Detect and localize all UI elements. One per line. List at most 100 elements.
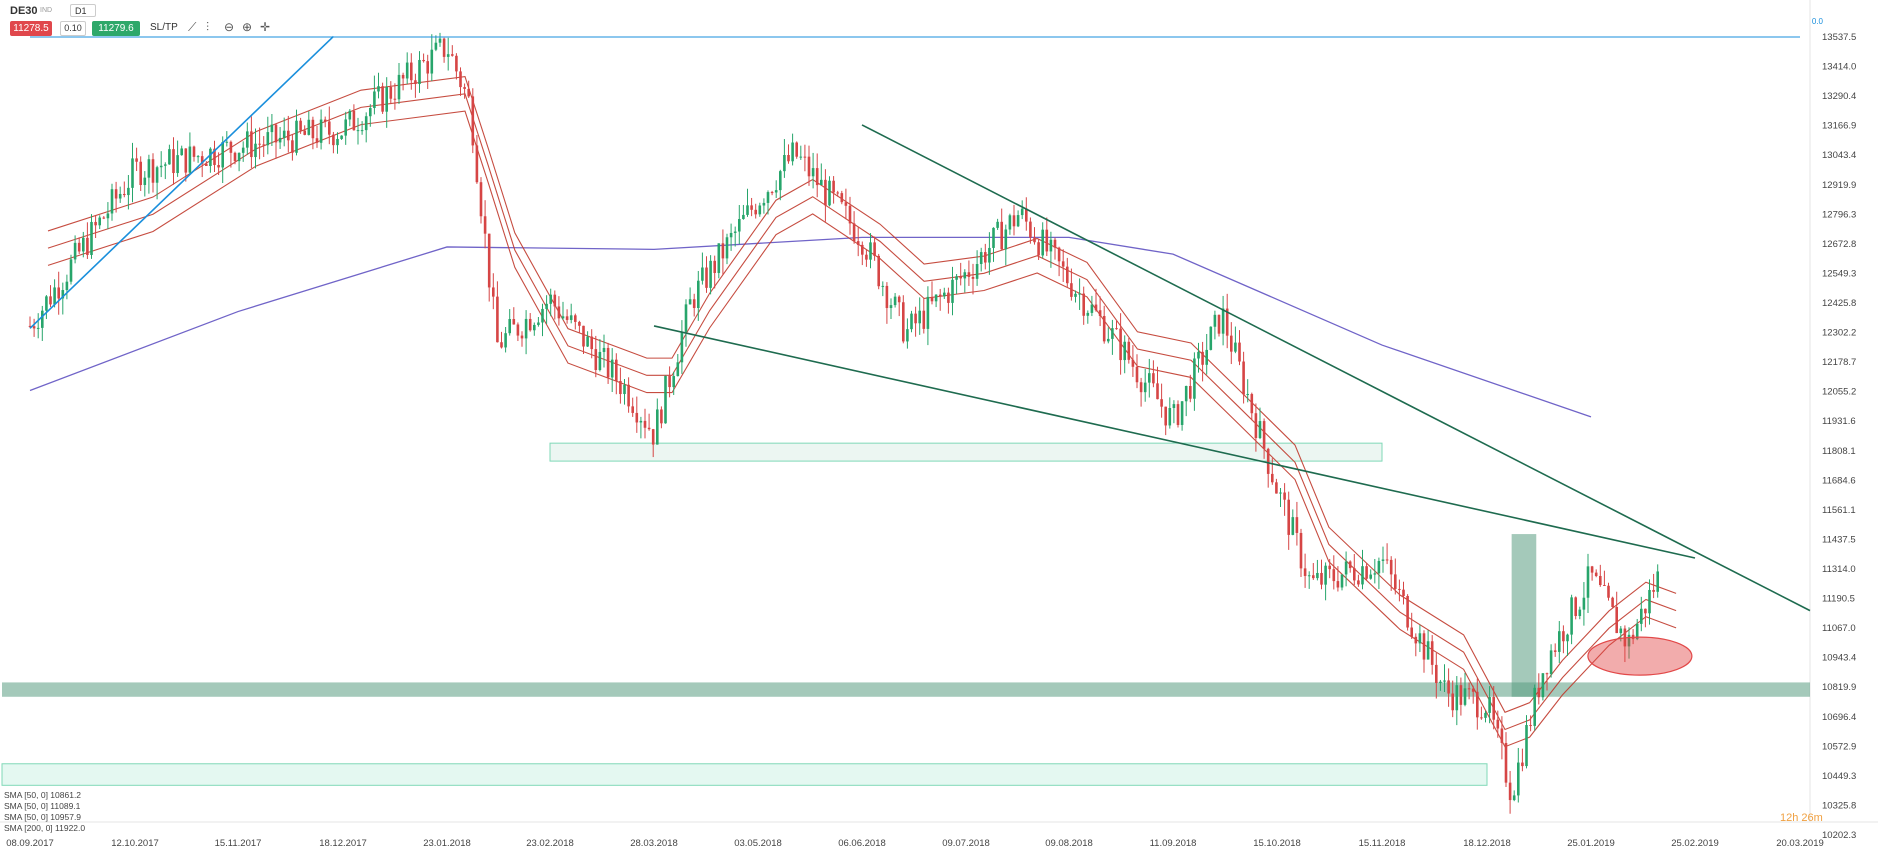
candle-body [49,296,52,305]
candle-body [1193,358,1196,399]
candle-body [914,313,917,324]
candle-body [988,247,991,263]
candle-body [1025,208,1028,222]
candle-body [1357,580,1360,585]
candle-body [479,182,483,217]
candle-body [1000,221,1003,250]
candle-body [414,80,417,85]
candle-body [750,205,753,210]
x-tick-label: 20.03.2019 [1776,838,1824,849]
candle-body [1369,574,1372,579]
candle-body [1599,575,1602,586]
candle-body [787,155,790,162]
trendline [653,325,1696,559]
candle-body [1328,565,1331,570]
candle-body [1197,351,1200,359]
candle-body [520,335,524,339]
candle-body [512,319,516,325]
candle-body [1008,215,1012,230]
crosshair-icon[interactable]: ✛ [260,20,271,34]
buy-button[interactable]: 11279.6 [92,21,140,36]
candle-body [1230,335,1233,352]
candle-body [967,272,971,277]
sltp-button[interactable]: SL/TP [150,22,178,33]
candle-body [192,146,196,157]
candles-icon[interactable]: ⫶ [206,20,210,34]
candle-body [631,406,634,413]
line-chart-icon[interactable]: ⟋ [188,20,197,34]
candle-body [1640,608,1643,624]
candle-body [348,110,352,120]
candle-body [1016,215,1020,227]
candle-body [258,143,261,145]
timeframe-select[interactable]: D1 [70,4,96,17]
trendline [861,124,1811,612]
candle-body [463,87,466,89]
candle-body [401,74,405,79]
candle-body [832,180,835,193]
candle-body [906,329,909,342]
candle-body [861,244,864,255]
candle-body [1517,762,1520,796]
volume-input[interactable]: 0.10 [60,21,86,36]
candle-body [385,87,388,112]
candle-body [1389,559,1393,575]
candle-body [1172,404,1176,409]
y-tick-label: 12302.2 [1822,328,1856,339]
candle-body [1074,293,1077,297]
candle-body [1057,247,1061,262]
candle-body [1541,673,1545,698]
candle-body [955,276,958,280]
zoom-in-icon[interactable]: ⊕ [242,20,253,34]
candle-body [1398,588,1401,590]
candle-body [1627,634,1631,647]
candle-body [869,242,872,260]
y-tick-label: 11067.0 [1822,623,1856,634]
candle-body [1594,572,1598,576]
candle-body [508,319,511,334]
x-tick-label: 23.02.2018 [526,838,574,849]
candle-body [922,310,926,329]
sell-button[interactable]: 11278.5 [10,21,52,36]
candle-body [996,221,999,228]
candle-body [762,202,766,206]
candle-body [1365,566,1368,579]
candle-body [1492,697,1495,720]
candle-body [1611,597,1614,607]
candle-body [602,347,606,352]
candle-body [742,214,745,220]
zoom-out-icon[interactable]: ⊖ [224,20,235,34]
candle-body [610,359,614,378]
candle-body [705,267,708,288]
candle-body [1307,575,1311,577]
candle-body [1553,650,1557,652]
candle-body [98,217,101,226]
candle-body [1578,609,1582,617]
candle-body [1135,366,1139,383]
candle-body [323,119,327,122]
candle-body [799,156,803,158]
candle-body [943,292,946,297]
support-zone [549,442,1383,462]
x-tick-label: 09.08.2018 [1045,838,1093,849]
candle-body [221,142,224,168]
candle-body [1574,597,1577,617]
y-tick-label: 13043.4 [1822,150,1856,161]
candle-body [151,159,155,183]
candle-body [606,347,610,378]
candle-body [200,156,204,164]
candle-body [332,134,335,146]
candle-body [1111,328,1114,339]
candle-body [418,59,421,85]
candle-body [947,292,950,303]
candle-body [758,205,762,215]
candle-body [1287,499,1290,535]
y-tick-label: 12178.7 [1822,357,1856,368]
y-tick-label: 13537.5 [1822,32,1856,43]
candle-body [938,294,942,297]
candle-body [1459,685,1463,705]
candle-body [340,135,343,139]
candle-body [815,168,819,186]
candle-body [1545,673,1549,675]
